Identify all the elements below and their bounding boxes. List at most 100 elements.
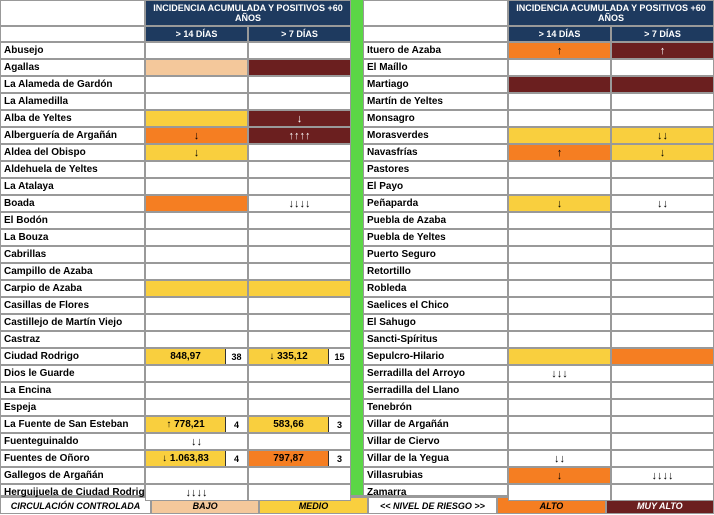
data-cell: ↓ [248, 110, 351, 127]
right-rows: Ituero de Azaba↑↑El MaílloMartiagoMartín… [363, 42, 714, 501]
municipality-name: Carpio de Azaba [0, 280, 145, 297]
municipality-name: Retortillo [363, 263, 508, 280]
data-cell: ↓ [508, 467, 611, 484]
table-row: Dios le Guarde [0, 365, 351, 382]
data-cell [611, 93, 714, 110]
data-cell [145, 314, 248, 331]
table-row: Castraz [0, 331, 351, 348]
table-row: Retortillo [363, 263, 714, 280]
municipality-name: Campillo de Azaba [0, 263, 145, 280]
divider [351, 0, 363, 495]
data-cell [611, 365, 714, 382]
data-cell [248, 76, 351, 93]
data-cell [145, 42, 248, 59]
data-cell [611, 263, 714, 280]
data-cell [145, 161, 248, 178]
data-cell [248, 297, 351, 314]
municipality-name: Castraz [0, 331, 145, 348]
data-cell [145, 93, 248, 110]
data-cell [508, 280, 611, 297]
data-cell: 797,873 [248, 450, 351, 467]
table-row: Martiago [363, 76, 714, 93]
municipality-name: Serradilla del Llano [363, 382, 508, 399]
municipality-name: Castillejo de Martín Viejo [0, 314, 145, 331]
municipality-name: El Maíllo [363, 59, 508, 76]
municipality-name: Puebla de Yeltes [363, 229, 508, 246]
data-cell [611, 59, 714, 76]
data-cell [145, 59, 248, 76]
right-header: INCIDENCIA ACUMULADA Y POSITIVOS +60 AÑO… [363, 0, 714, 42]
municipality-name: Puerto Seguro [363, 246, 508, 263]
header-title-right: INCIDENCIA ACUMULADA Y POSITIVOS +60 AÑO… [508, 0, 714, 26]
municipality-name: Robleda [363, 280, 508, 297]
data-cell [611, 178, 714, 195]
municipality-name: Pastores [363, 161, 508, 178]
data-cell [248, 314, 351, 331]
data-cell: ↓↓↓↓ [145, 484, 248, 501]
municipality-name: Villar de Argañán [363, 416, 508, 433]
table-row: Sepulcro-Hilario [363, 348, 714, 365]
data-cell [145, 399, 248, 416]
table-row: Ciudad Rodrigo848,9738↓ 335,1215 [0, 348, 351, 365]
data-cell [611, 416, 714, 433]
data-cell [508, 178, 611, 195]
data-cell [611, 382, 714, 399]
municipality-name: Navasfrías [363, 144, 508, 161]
municipality-name: Ituero de Azaba [363, 42, 508, 59]
table-row: Alberguería de Argañán↓↑↑↑↑ [0, 127, 351, 144]
left-header: INCIDENCIA ACUMULADA Y POSITIVOS +60 AÑO… [0, 0, 351, 42]
municipality-name: Fuenteguinaldo [0, 433, 145, 450]
data-cell [508, 161, 611, 178]
col-14-header: > 14 DÍAS [508, 26, 611, 42]
table-row: Robleda [363, 280, 714, 297]
table-row: Carpio de Azaba [0, 280, 351, 297]
municipality-name: Abusejo [0, 42, 145, 59]
data-cell [611, 331, 714, 348]
data-cell [248, 229, 351, 246]
table-row: Aldehuela de Yeltes [0, 161, 351, 178]
data-cell [508, 59, 611, 76]
col-14-header: > 14 DÍAS [145, 26, 248, 42]
data-cell [611, 161, 714, 178]
table-row: La Fuente de San Esteban↑ 778,214583,663 [0, 416, 351, 433]
table-row: La Alameda de Gardón [0, 76, 351, 93]
header-spacer [0, 0, 145, 26]
data-cell [248, 93, 351, 110]
municipality-name: Villasrubias [363, 467, 508, 484]
data-cell [248, 331, 351, 348]
data-cell [508, 127, 611, 144]
table-row: Cabrillas [0, 246, 351, 263]
table-row: Navasfrías↑↓ [363, 144, 714, 161]
data-cell: ↓ [611, 144, 714, 161]
data-cell [145, 331, 248, 348]
table-row: Puebla de Yeltes [363, 229, 714, 246]
municipality-name: La Alameda de Gardón [0, 76, 145, 93]
data-cell: ↓↓ [611, 195, 714, 212]
data-cell: ↓ 1.063,834 [145, 450, 248, 467]
data-cell [248, 433, 351, 450]
table-row: Pastores [363, 161, 714, 178]
data-cell [248, 178, 351, 195]
municipality-name: Sepulcro-Hilario [363, 348, 508, 365]
data-cell: ↓↓ [508, 450, 611, 467]
data-cell: ↓↓↓↓ [611, 467, 714, 484]
municipality-name: Cabrillas [0, 246, 145, 263]
municipality-name: La Encina [0, 382, 145, 399]
data-cell: ↑ [611, 42, 714, 59]
data-cell: ↓ [145, 144, 248, 161]
municipality-name: El Sahugo [363, 314, 508, 331]
data-cell: ↑↑↑↑ [248, 127, 351, 144]
data-cell [248, 59, 351, 76]
data-cell [611, 433, 714, 450]
header-title-left: INCIDENCIA ACUMULADA Y POSITIVOS +60 AÑO… [145, 0, 351, 26]
data-cell [248, 42, 351, 59]
data-cell [508, 212, 611, 229]
table-row: Villar de la Yegua↓↓ [363, 450, 714, 467]
data-cell [611, 280, 714, 297]
table-row: Martín de Yeltes [363, 93, 714, 110]
table-row: Aldea del Obispo↓ [0, 144, 351, 161]
data-cell [508, 331, 611, 348]
municipality-name: Martín de Yeltes [363, 93, 508, 110]
left-rows: AbusejoAgallasLa Alameda de GardónLa Ala… [0, 42, 351, 501]
municipality-name: El Bodón [0, 212, 145, 229]
